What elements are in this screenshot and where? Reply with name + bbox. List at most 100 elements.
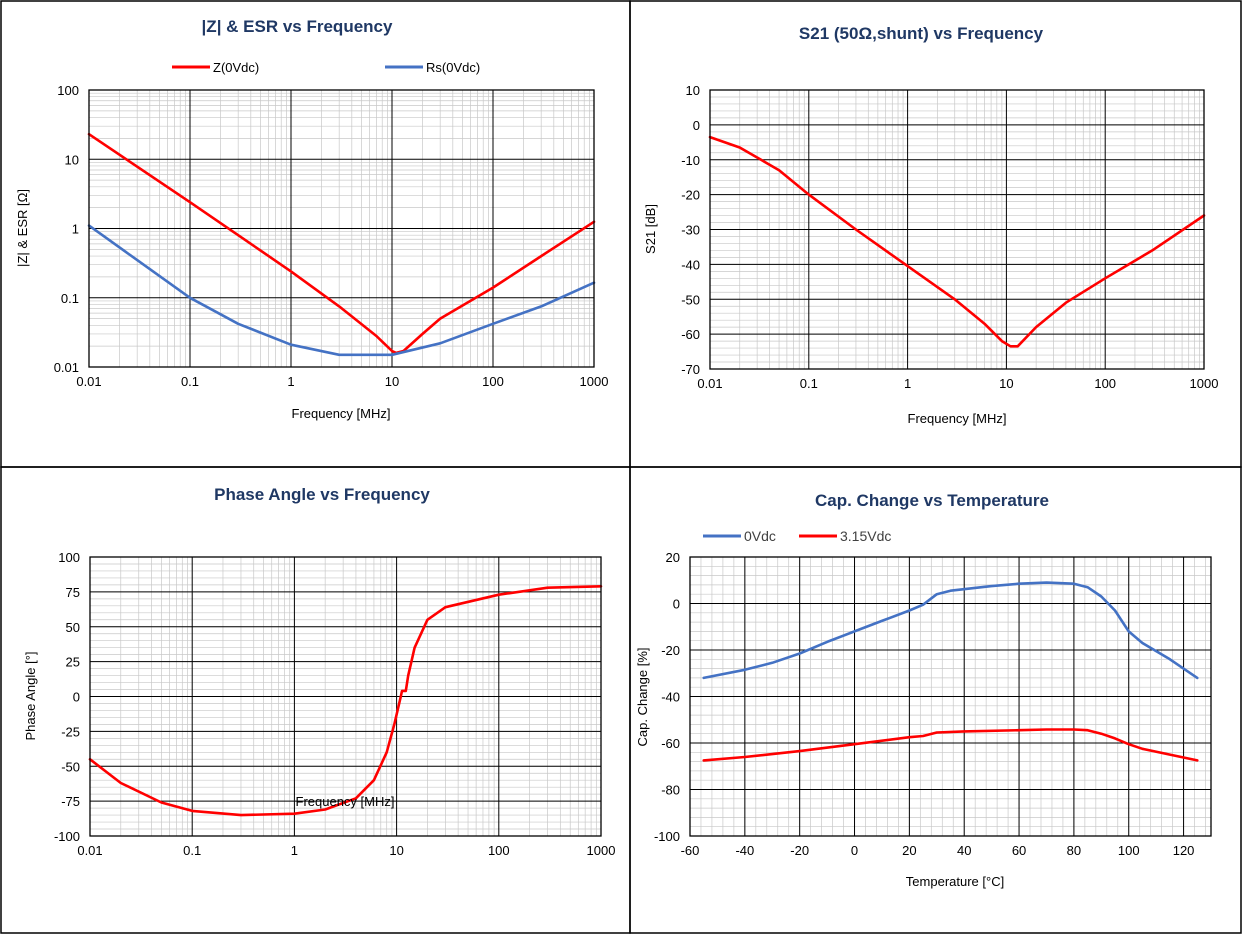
y-tick-label: -40 <box>681 257 700 272</box>
y-tick-label: -70 <box>681 362 700 377</box>
x-tick-label: 100 <box>1118 843 1140 858</box>
series-line-s21-0 <box>708 135 1206 348</box>
grid-phase <box>89 556 602 837</box>
series-line-phase-0 <box>88 584 603 817</box>
x-tick-label: 0.1 <box>181 374 199 389</box>
plot-area-temperature <box>689 556 1212 837</box>
x-tick-label: -60 <box>681 843 700 858</box>
legend-label-z: Z(0Vdc) <box>213 60 259 75</box>
grid-impedance <box>88 89 595 368</box>
y-tick-label: -75 <box>61 794 80 809</box>
x-tick-label: -20 <box>790 843 809 858</box>
y-axis-label: S21 [dB] <box>643 204 658 254</box>
x-tick-label: 120 <box>1173 843 1195 858</box>
y-tick-label: 0 <box>673 597 680 612</box>
plot-area-phase <box>89 556 602 837</box>
chart-title: Phase Angle vs Frequency <box>214 485 430 504</box>
x-tick-label: 10 <box>999 376 1013 391</box>
x-axis-label: Frequency [MHz] <box>296 794 395 809</box>
x-tick-label: 0.1 <box>183 843 201 858</box>
chart-s21: S21 (50Ω,shunt) vs Frequency 0.01 0.1 1 10 1… <box>643 24 1218 426</box>
grid-temperature <box>689 556 1211 837</box>
y-tick-label: 100 <box>57 83 79 98</box>
y-axis-label: Cap. Change [%] <box>635 647 650 746</box>
y-tick-label: -50 <box>61 759 80 774</box>
y-tick-label: -100 <box>654 829 680 844</box>
chart-title: S21 (50Ω,shunt) vs Frequency <box>799 24 1044 43</box>
y-tick-label: 75 <box>66 585 80 600</box>
y-tick-label: 0 <box>73 690 80 705</box>
x-tick-label: 1000 <box>1190 376 1219 391</box>
ticks-s21: 0.01 0.1 1 10 100 1000100-10-20-30-40-50-60-7… <box>681 83 1218 391</box>
y-tick-label: -20 <box>681 188 700 203</box>
chart-phase: Phase Angle vs Frequency 0.01 0.1 1 10 100 10… <box>23 485 615 858</box>
x-tick-label: 1000 <box>580 374 609 389</box>
legend-temperature: 0Vdc 3.15Vdc <box>703 528 891 544</box>
y-tick-label: -25 <box>61 724 80 739</box>
series-phase <box>88 584 603 817</box>
x-tick-label: 0 <box>851 843 858 858</box>
x-tick-label: 0.01 <box>77 843 102 858</box>
x-tick-label: 20 <box>902 843 916 858</box>
x-axis-label: Frequency [MHz] <box>292 406 391 421</box>
y-tick-label: -30 <box>681 223 700 238</box>
x-tick-label: 10 <box>389 843 403 858</box>
x-tick-label: 100 <box>482 374 504 389</box>
legend-label-rs: Rs(0Vdc) <box>426 60 480 75</box>
x-tick-label: 60 <box>1012 843 1026 858</box>
y-tick-label: -100 <box>54 829 80 844</box>
y-axis-label: Phase Angle [°] <box>23 651 38 740</box>
ticks-impedance: 0.01 0.1 1 10 100 1000 100 10 1 0.1 0.01 <box>54 83 609 389</box>
series-line-temperature-0 <box>702 581 1199 680</box>
chart-impedance: |Z| & ESR vs Frequency Z(0Vdc) Rs(0Vdc) … <box>15 17 608 421</box>
panel-frame-s21 <box>629 0 1242 468</box>
panel-frame-phase <box>0 466 631 934</box>
chart-title: Cap. Change vs Temperature <box>815 491 1049 510</box>
x-tick-label: 1 <box>287 374 294 389</box>
x-tick-label: 100 <box>1094 376 1116 391</box>
series-impedance <box>87 132 596 357</box>
chart-temperature: Cap. Change vs Temperature 0Vdc 3.15Vdc … <box>635 491 1212 889</box>
panel-frame-impedance <box>0 0 631 468</box>
plot-area-s21 <box>709 89 1205 370</box>
y-tick-label: 100 <box>58 550 80 565</box>
ticks-phase: 0.01 0.1 1 10 100 1000 100 75 50 25 0 -25 -50 -75 -100 <box>54 550 615 858</box>
chart-title: |Z| & ESR vs Frequency <box>202 17 393 36</box>
y-tick-label: -50 <box>681 292 700 307</box>
y-tick-label: 0.01 <box>54 360 79 375</box>
x-tick-label: -40 <box>735 843 754 858</box>
y-tick-label: 0 <box>693 118 700 133</box>
y-axis-label: |Z| & ESR [Ω] <box>15 189 30 267</box>
y-tick-label: -20 <box>661 643 680 658</box>
y-tick-label: 50 <box>66 620 80 635</box>
legend-label-315vdc: 3.15Vdc <box>840 528 891 544</box>
x-tick-label: 1 <box>291 843 298 858</box>
x-tick-label: 10 <box>385 374 399 389</box>
plot-area-impedance <box>88 89 595 368</box>
y-tick-label: 1 <box>72 222 79 237</box>
x-tick-label: 1000 <box>587 843 616 858</box>
x-tick-label: 0.01 <box>697 376 722 391</box>
x-tick-label: 0.01 <box>76 374 101 389</box>
series-temperature <box>702 581 1199 762</box>
y-tick-label: 10 <box>65 152 79 167</box>
x-axis-label: Temperature [°C] <box>906 874 1004 889</box>
series-s21 <box>708 135 1206 348</box>
legend-label-0vdc: 0Vdc <box>744 528 776 544</box>
y-tick-label: -10 <box>681 153 700 168</box>
legend-impedance: Z(0Vdc) Rs(0Vdc) <box>172 60 480 75</box>
y-tick-label: 20 <box>666 550 680 565</box>
y-tick-label: 0.1 <box>61 291 79 306</box>
x-tick-label: 80 <box>1067 843 1081 858</box>
y-tick-label: 10 <box>686 83 700 98</box>
x-tick-label: 0.1 <box>800 376 818 391</box>
ticks-temperature: -60 -40 -20 0 20 40 60 80 100 120 20 0 -20 -40 -60 -80 -… <box>654 550 1194 858</box>
panel-frame-temperature <box>629 466 1242 934</box>
x-tick-label: 1 <box>904 376 911 391</box>
y-tick-label: 25 <box>66 655 80 670</box>
series-line-impedance-1 <box>87 224 596 357</box>
series-line-temperature-1 <box>702 728 1199 762</box>
y-tick-label: -80 <box>661 783 680 798</box>
y-tick-label: -60 <box>681 327 700 342</box>
